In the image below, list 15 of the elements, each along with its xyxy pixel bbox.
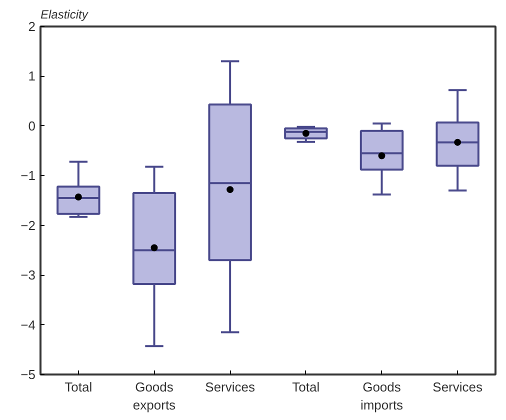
x-tick-label: Services (205, 380, 256, 394)
x-tick-label: Services (432, 380, 484, 394)
y-tick-label: 2 (28, 19, 36, 34)
y-tick-label: −2 (20, 218, 36, 233)
y-tick-label: −3 (20, 268, 36, 283)
y-tick-label: 1 (28, 68, 36, 84)
x-tick-label: Goods imports (360, 380, 404, 412)
y-tick-label: 0 (28, 118, 36, 134)
y-tick-label: −5 (20, 367, 36, 382)
x-tick-label: Total (292, 380, 320, 394)
x-tick-label: Total (64, 380, 92, 394)
y-tick-label: −4 (20, 317, 36, 332)
x-tick-label: Goods exports (132, 380, 176, 412)
y-tick-label: −1 (20, 168, 36, 184)
y-axis-title: Elasticity (40, 8, 89, 22)
